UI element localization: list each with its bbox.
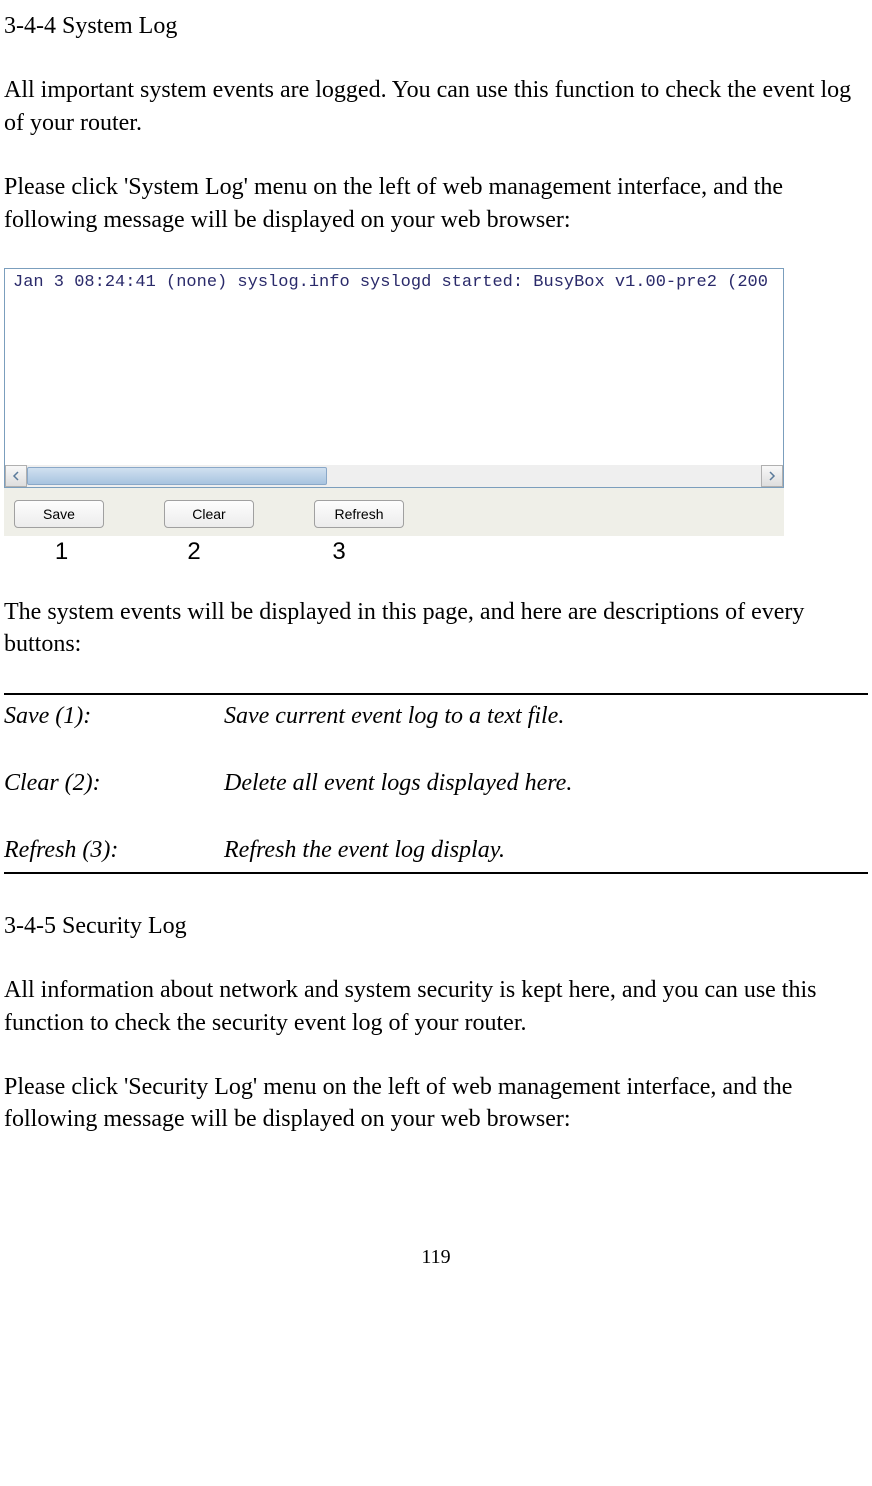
paragraph-intro-1: All important system events are logged. … (4, 74, 868, 139)
paragraph-intro-2: Please click 'System Log' menu on the le… (4, 171, 868, 236)
desc-text-save: Save current event log to a text file. (224, 703, 868, 730)
label-1: 1 (4, 538, 119, 566)
desc-label-clear: Clear (2): (4, 770, 224, 797)
clear-button[interactable]: Clear (164, 500, 254, 528)
desc-label-refresh: Refresh (3): (4, 837, 224, 864)
log-textarea[interactable]: Jan 3 08:24:41 (none) syslog.info syslog… (4, 268, 784, 488)
scroll-right-arrow-icon[interactable] (761, 465, 783, 487)
label-2: 2 (119, 538, 269, 566)
desc-text-clear: Delete all event logs displayed here. (224, 770, 868, 797)
paragraph-security-2: Please click 'Security Log' menu on the … (4, 1071, 868, 1136)
table-row: Refresh (3): Refresh the event log displ… (4, 829, 868, 872)
button-description-table: Save (1): Save current event log to a te… (4, 693, 868, 874)
scroll-thumb[interactable] (27, 467, 327, 485)
system-log-screenshot: Jan 3 08:24:41 (none) syslog.info syslog… (4, 268, 784, 536)
paragraph-security-1: All information about network and system… (4, 974, 868, 1039)
scroll-left-arrow-icon[interactable] (5, 465, 27, 487)
desc-label-save: Save (1): (4, 703, 224, 730)
table-row: Save (1): Save current event log to a te… (4, 695, 868, 738)
section-heading-security-log: 3-4-5 Security Log (4, 910, 868, 942)
horizontal-scrollbar[interactable] (5, 465, 783, 487)
page-number: 119 (4, 1246, 868, 1269)
paragraph-after-screenshot: The system events will be displayed in t… (4, 596, 868, 661)
button-panel: Save Clear Refresh (4, 488, 784, 536)
section-heading-system-log: 3-4-4 System Log (4, 10, 868, 42)
save-button[interactable]: Save (14, 500, 104, 528)
button-number-labels: 1 2 3 (4, 538, 784, 566)
desc-text-refresh: Refresh the event log display. (224, 837, 868, 864)
refresh-button[interactable]: Refresh (314, 500, 404, 528)
log-line: Jan 3 08:24:41 (none) syslog.info syslog… (13, 273, 775, 292)
scroll-track[interactable] (27, 465, 761, 487)
table-row: Clear (2): Delete all event logs display… (4, 762, 868, 805)
label-3: 3 (269, 538, 409, 566)
